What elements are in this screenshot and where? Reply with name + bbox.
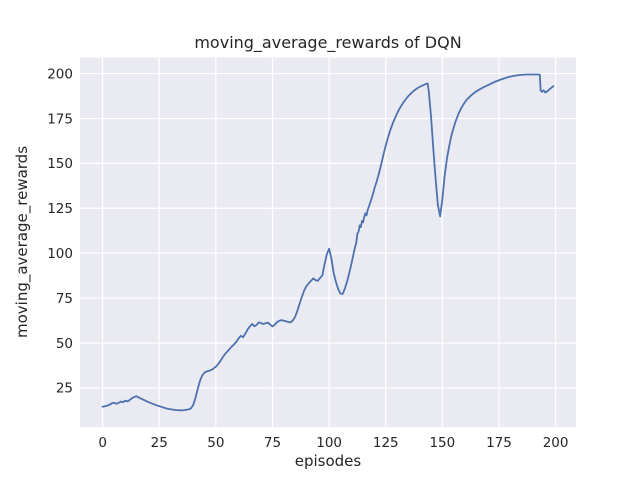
x-tick-labels: 0 25 50 75 100 125 150 175 200 bbox=[98, 435, 568, 451]
x-tick-label: 0 bbox=[98, 435, 107, 451]
y-tick-label: 200 bbox=[47, 66, 73, 82]
x-tick-label: 100 bbox=[316, 435, 342, 451]
x-tick-label: 50 bbox=[207, 435, 224, 451]
x-tick-label: 75 bbox=[264, 435, 281, 451]
y-tick-label: 150 bbox=[47, 156, 73, 172]
plot-area bbox=[80, 57, 576, 428]
y-tick-label: 100 bbox=[47, 246, 73, 262]
y-tick-label: 75 bbox=[56, 291, 73, 307]
x-tick-label: 125 bbox=[373, 435, 399, 451]
x-tick-label: 150 bbox=[429, 435, 455, 451]
data-line bbox=[101, 73, 555, 412]
x-tick-label: 200 bbox=[543, 435, 569, 451]
x-tick-label: 25 bbox=[151, 435, 168, 451]
y-tick-label: 125 bbox=[47, 201, 73, 217]
x-axis-label: episodes bbox=[295, 452, 362, 470]
y-tick-label: 25 bbox=[56, 381, 73, 397]
y-axis-label: moving_average_rewards bbox=[13, 146, 32, 338]
chart-title: moving_average_rewards of DQN bbox=[194, 33, 461, 53]
y-tick-labels: 25 50 75 100 125 150 175 200 bbox=[47, 66, 73, 396]
y-tick-label: 50 bbox=[56, 336, 73, 352]
y-tick-label: 175 bbox=[47, 111, 73, 127]
x-tick-label: 175 bbox=[486, 435, 512, 451]
